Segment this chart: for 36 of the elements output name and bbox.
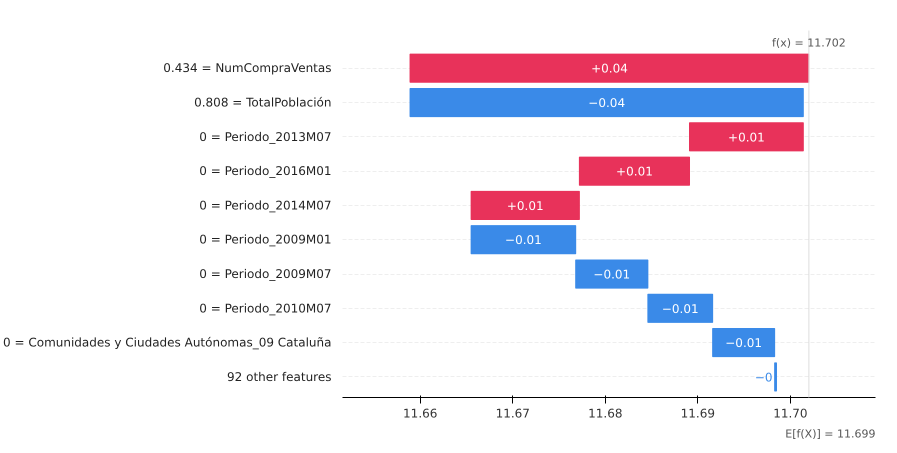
data-label: −0.01 xyxy=(593,268,630,282)
data-label: −0.01 xyxy=(725,336,762,350)
y-tick-label: 0 = Comunidades y Ciudades Autónomas_09 Cataluña xyxy=(3,336,332,350)
ref-line-label: f(x) = 11.702 xyxy=(772,36,846,50)
y-tick-label: 0 = Periodo_2009M07 xyxy=(199,267,332,282)
text: E[f(X)] = 11.699 xyxy=(785,428,876,440)
y-tick-label: 0 = Periodo_2010M07 xyxy=(199,301,332,316)
data-label: +0.04 xyxy=(591,62,628,76)
x-tick-label: 11.68 xyxy=(588,406,622,420)
bar xyxy=(578,156,690,186)
data-label: +0.01 xyxy=(506,198,544,213)
data-label: +0.01 xyxy=(728,130,765,144)
y-tick-label: 0 = Periodo_2009M01 xyxy=(199,232,332,247)
bar xyxy=(410,54,810,83)
bar xyxy=(712,328,776,358)
y-tick-label: 92 other features xyxy=(227,370,332,384)
bar xyxy=(647,294,714,323)
data-label: −0.01 xyxy=(505,233,542,248)
x-tick-label: 11.66 xyxy=(403,406,438,420)
x-tick-label: 11.70 xyxy=(773,406,808,420)
y-tick-label: 0 = Periodo_2013M07 xyxy=(199,130,332,144)
y-tick-label: 0.434 = NumCompraVentas xyxy=(163,61,332,76)
bar xyxy=(410,88,804,118)
data-label: −0.01 xyxy=(662,302,699,316)
x-tick-label: 11.69 xyxy=(680,406,716,420)
y-tick-label: 0 = Periodo_2014M07 xyxy=(199,198,332,212)
y-tick-label: 0.808 = TotalPoblación xyxy=(194,96,332,110)
data-label: −0 xyxy=(754,370,773,384)
bar xyxy=(470,190,580,220)
x-tick-label: 11.67 xyxy=(496,406,530,420)
bar xyxy=(470,225,576,254)
bar xyxy=(689,122,804,152)
data-label: −0.04 xyxy=(588,96,626,110)
y-tick-label: 0 = Periodo_2016M01 xyxy=(199,164,332,178)
data-label: +0.01 xyxy=(616,164,653,179)
bar xyxy=(575,259,648,289)
